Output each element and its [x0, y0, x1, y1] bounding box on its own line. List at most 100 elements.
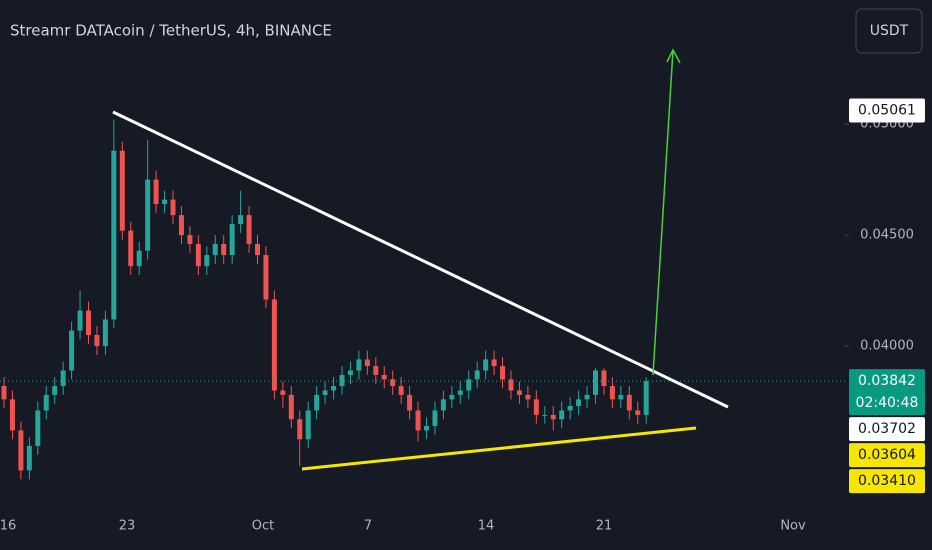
candle-body	[170, 199, 176, 216]
x-tick-label: Nov	[780, 519, 806, 534]
candle-body	[271, 299, 277, 391]
candle-body	[77, 310, 83, 331]
candle-body	[440, 399, 446, 411]
price-label-box	[849, 469, 925, 494]
candle-body	[204, 255, 210, 267]
candle-body	[212, 243, 218, 256]
candle-body	[584, 394, 590, 400]
candle-body	[474, 370, 480, 380]
candle-body	[153, 179, 159, 205]
candle-body	[238, 215, 244, 224]
candle-body	[263, 255, 269, 300]
candle-body	[567, 406, 573, 411]
candle-body	[559, 410, 565, 420]
candle-body	[94, 334, 100, 347]
x-tick-label: 16	[0, 519, 16, 534]
x-tick-label: 21	[596, 519, 613, 534]
candle-body	[339, 374, 345, 387]
candle-body	[432, 410, 438, 426]
candle-body	[449, 394, 455, 400]
candle-body	[246, 215, 252, 244]
candle-body	[347, 370, 353, 375]
price-label: 0.03410	[858, 473, 916, 489]
candle-body	[162, 199, 168, 205]
candle-body	[60, 370, 66, 387]
chart-title: Streamr DATAcoin / TetherUS, 4h, BINANCE	[10, 22, 332, 40]
candle-body	[195, 243, 201, 267]
candle-body	[373, 366, 379, 375]
x-tick-label: 23	[119, 519, 136, 534]
candle-body	[297, 419, 303, 440]
candle-body	[35, 410, 41, 446]
candle-body	[18, 430, 24, 471]
price-label-box	[849, 369, 925, 416]
candle-body	[322, 390, 328, 395]
candle-body	[407, 394, 413, 411]
candle-body	[145, 179, 151, 251]
candle-body	[601, 370, 607, 387]
candle-body	[331, 386, 337, 391]
candle-body	[609, 386, 615, 400]
candle-body	[398, 386, 404, 395]
currency-button-frame[interactable]	[855, 8, 923, 54]
candle-body	[491, 359, 497, 367]
candle-body	[314, 394, 320, 411]
candle-body	[102, 319, 108, 347]
candle-body	[457, 390, 463, 395]
candle-body	[466, 379, 472, 391]
candle-body	[111, 150, 117, 320]
y-tick-label: 0.04500	[860, 228, 914, 243]
price-label-box	[849, 98, 925, 123]
x-tick-label: 14	[478, 519, 495, 534]
countdown-label: 02:40:48	[856, 395, 919, 411]
candle-body	[542, 414, 548, 416]
candle-body	[221, 243, 227, 256]
candle-body	[119, 150, 125, 231]
price-label-box	[849, 443, 925, 468]
candle-body	[43, 394, 49, 411]
currency-label[interactable]: USDT	[870, 23, 909, 39]
price-axis: 0.050000.045000.040000.050610.0384202:40…	[845, 98, 925, 494]
candle-body	[187, 235, 193, 244]
candle-body	[525, 394, 531, 400]
candle-body	[508, 379, 514, 391]
arrow-head	[666, 48, 681, 64]
price-label: 0.05061	[858, 103, 916, 119]
resistance-trendline	[112, 110, 729, 409]
x-tick-label: 7	[364, 519, 372, 534]
candle-body	[390, 379, 396, 387]
currency-button[interactable]: USDT	[855, 8, 923, 54]
candle-body	[69, 330, 75, 371]
candle-body	[136, 250, 142, 267]
arrow-shaft	[652, 49, 674, 376]
candle-body	[516, 390, 522, 395]
candle-body	[500, 366, 506, 380]
candle-body	[533, 399, 539, 415]
candle-body	[288, 394, 294, 420]
price-label: 0.03842	[858, 373, 916, 389]
candle-body	[593, 370, 598, 395]
candle-body	[255, 243, 260, 256]
candle-body	[483, 359, 489, 371]
candle-body	[1, 386, 7, 400]
candle-body	[576, 399, 582, 407]
candle-body	[52, 386, 58, 395]
candle-body	[178, 215, 184, 236]
x-tick-label: Oct	[252, 519, 274, 534]
candle-body	[356, 359, 362, 371]
candle-body	[26, 445, 32, 471]
candle-body	[364, 359, 370, 367]
candle-body	[618, 394, 624, 400]
candle-body	[9, 399, 15, 431]
candle-body	[643, 381, 649, 415]
breakout-arrow	[652, 48, 681, 376]
candle-body	[280, 390, 286, 395]
support-trendline	[301, 426, 697, 471]
price-label: 0.03604	[858, 447, 916, 463]
candle-body	[550, 414, 556, 420]
price-label: 0.03702	[858, 421, 916, 437]
y-tick-label: 0.04000	[860, 339, 914, 354]
